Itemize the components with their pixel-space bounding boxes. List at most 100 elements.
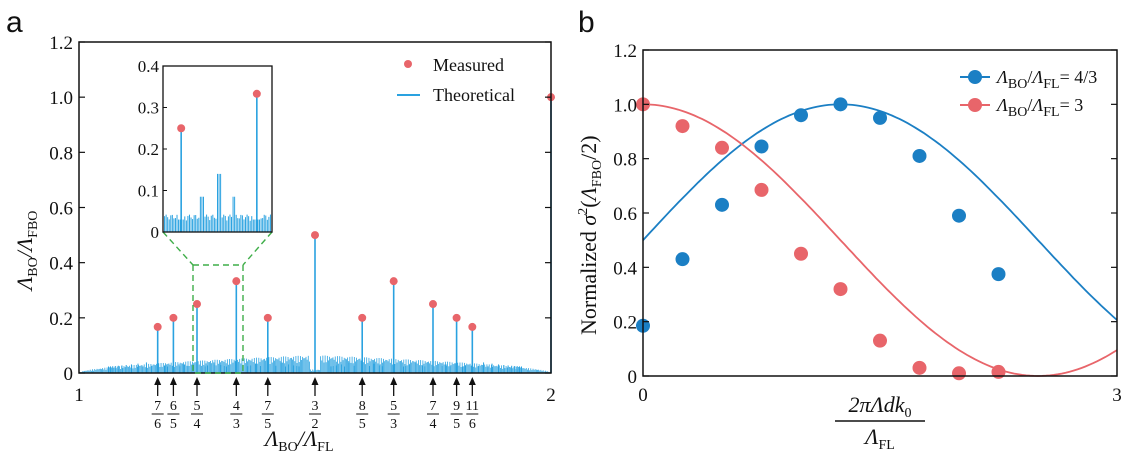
legend-2-a: Λ (995, 95, 1008, 115)
data-point (873, 110, 887, 125)
data-point (794, 108, 808, 123)
arrow-denominator: 4 (194, 417, 201, 432)
data-point (991, 364, 1006, 379)
data-point (912, 360, 927, 375)
data-point (952, 366, 966, 381)
measured-points (153, 93, 555, 331)
zoom-line-left (162, 231, 194, 266)
b-xlabel-den-sub: FL (878, 438, 894, 453)
panel-b-x-label: 2πΛdk0 ΛFL (835, 392, 925, 453)
y-tick-label: 0 (64, 364, 74, 385)
data-point (754, 182, 769, 197)
arrow-numerator: 8 (359, 399, 366, 414)
data-point (715, 197, 729, 212)
panel-a-y-ticks: 0 0.2 0.4 0.6 0.8 1.0 1.2 (49, 33, 551, 385)
panel-a-letter: a (6, 6, 23, 39)
arrow-head (429, 377, 437, 385)
inset-spectrum (164, 93, 271, 232)
arrow-denominator: 6 (154, 417, 161, 432)
inset-chart: 0 0.1 0.2 0.3 0.4 (138, 57, 273, 242)
svg-text:ΛFL: ΛFL (863, 424, 895, 453)
y-tick-label: 0.6 (49, 199, 73, 220)
b-ylabel-lam-sub: FBO (590, 160, 605, 187)
b-x-tick-label: 3 (1112, 385, 1122, 406)
data-point (754, 139, 769, 154)
y-tick-label: 1.2 (49, 33, 73, 54)
measured-point (232, 277, 241, 286)
measured-point (169, 313, 178, 322)
b-y-tick-label: 0.6 (613, 204, 637, 225)
inset-y-tick-label: 0.4 (138, 57, 160, 76)
zoom-line-right (242, 231, 273, 266)
panel-a-legend: Measured Theoretical (397, 55, 515, 105)
data-points (636, 97, 1006, 381)
b-xlabel-num-sub: 0 (905, 406, 912, 421)
b-ylabel-rest: /2) (576, 135, 601, 159)
arrow-numerator: 4 (233, 399, 240, 414)
legend-1-a: Λ (995, 67, 1008, 87)
legend-2-a-sub: BO (1008, 105, 1027, 120)
legend-1-b-sub: FL (1043, 77, 1059, 92)
arrow-denominator: 4 (430, 417, 437, 432)
svg-text:ΛBO/ΛFBO: ΛBO/ΛFBO (12, 211, 41, 292)
panel-a-x-label: ΛBO/ΛFL (263, 426, 334, 455)
b-ylabel-open: ( (576, 200, 601, 207)
arrow-numerator: 6 (170, 399, 177, 414)
arrow-denominator: 5 (359, 417, 366, 432)
inset-y-tick-label: 0.2 (138, 140, 159, 159)
panel-b-frame (642, 49, 1118, 377)
inset-y-tick-label: 0.1 (138, 182, 159, 201)
measured-point (468, 322, 477, 331)
b-ylabel-sigma: σ (576, 214, 601, 226)
legend-2-b-sub: FL (1043, 105, 1059, 120)
data-point (912, 148, 927, 163)
arrow-head (232, 377, 240, 385)
y-tick-label: 0.8 (49, 143, 73, 164)
panel-b-letter: b (578, 6, 595, 39)
fit-curve (642, 103, 1118, 321)
arrow-denominator: 3 (390, 417, 397, 432)
arrow-numerator: 7 (430, 399, 437, 414)
arrow-head (193, 377, 201, 385)
b-y-tick-label: 0 (628, 367, 638, 388)
arrow-numerator: 7 (154, 399, 161, 414)
arrow-denominator: 5 (170, 417, 177, 432)
measured-point (193, 300, 201, 309)
legend-measured-marker (404, 60, 412, 68)
x-label-num: Λ (263, 426, 279, 451)
measured-point (358, 313, 367, 322)
b-y-tick-label: 0.8 (613, 150, 637, 171)
panel-b-legend: ΛBO/ΛFL= 4/3 ΛBO/ΛFL= 3 (960, 67, 1097, 120)
b-xlabel-den: Λ (863, 424, 879, 449)
svg-text:ΛBO/ΛFL: ΛBO/ΛFL (263, 426, 334, 455)
legend-1-b: Λ (1030, 67, 1043, 87)
legend-measured-label: Measured (433, 55, 504, 75)
arrow-numerator: 3 (312, 399, 319, 414)
b-ylabel-lam: Λ (576, 186, 601, 202)
data-point (675, 119, 690, 134)
legend-theoretical-label: Theoretical (433, 85, 515, 105)
measured-point (153, 322, 162, 331)
panel-b-y-label: Normalized σ2(ΛFBO/2) (576, 135, 605, 335)
arrow-denominator: 5 (264, 417, 271, 432)
arrow-head (390, 377, 398, 385)
panel-b-y-ticks: 0 0.2 0.4 0.6 0.8 1.0 1.2 (613, 41, 1117, 388)
arrow-head (311, 377, 319, 385)
y-label-den: Λ (12, 237, 37, 253)
inset-y-tick-label: 0.3 (138, 99, 159, 118)
b-ylabel-prefix: Normalized (576, 226, 601, 335)
zoom-region (192, 264, 244, 374)
y-tick-label: 0.4 (49, 254, 73, 275)
data-point (833, 282, 848, 297)
arrow-denominator: 2 (312, 417, 319, 432)
x-tick-label: 1 (74, 385, 84, 406)
arrow-head (264, 377, 272, 385)
measured-point (389, 277, 398, 286)
y-label-num-sub: BO (26, 257, 41, 276)
b-y-tick-label: 0.2 (613, 313, 637, 334)
y-label-num: Λ (12, 276, 37, 292)
